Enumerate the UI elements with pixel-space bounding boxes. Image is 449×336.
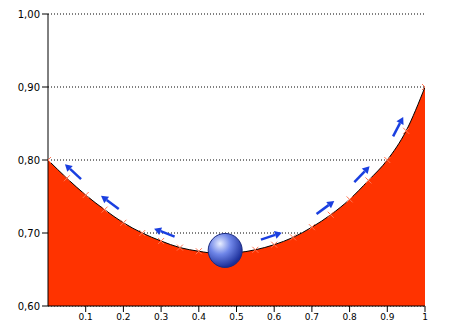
svg-text:0,70: 0,70 — [18, 228, 40, 239]
svg-text:0,90: 0,90 — [18, 82, 40, 93]
svg-text:0.1: 0.1 — [79, 312, 93, 322]
svg-text:0.4: 0.4 — [192, 312, 207, 322]
svg-text:0.8: 0.8 — [342, 312, 357, 322]
svg-text:0.6: 0.6 — [267, 312, 282, 322]
svg-text:0.3: 0.3 — [154, 312, 168, 322]
svg-text:0.2: 0.2 — [116, 312, 130, 322]
svg-text:1,00: 1,00 — [18, 9, 40, 20]
svg-text:0.9: 0.9 — [380, 312, 395, 322]
svg-text:0.5: 0.5 — [229, 312, 243, 322]
svg-text:1: 1 — [422, 312, 428, 322]
svg-text:0.7: 0.7 — [305, 312, 319, 322]
svg-text:0,80: 0,80 — [18, 155, 40, 166]
svg-text:0,60: 0,60 — [18, 301, 40, 312]
